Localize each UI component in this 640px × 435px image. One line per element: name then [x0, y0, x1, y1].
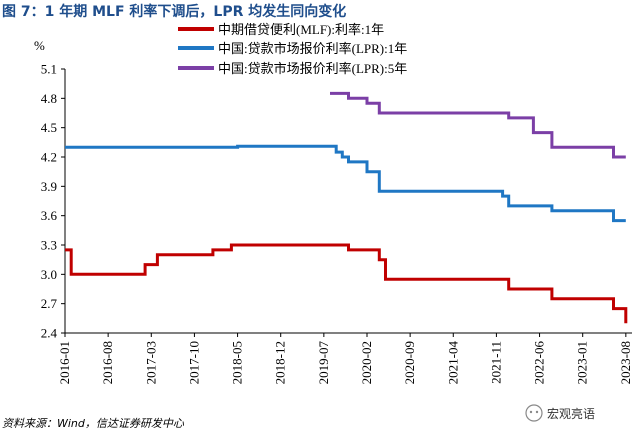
x-tick-label: 2016-08 — [100, 341, 115, 384]
x-tick-label: 2018-05 — [230, 341, 245, 384]
x-tick-label: 2017-03 — [143, 341, 158, 384]
y-tick-label: 3.3 — [41, 238, 57, 253]
y-axis-unit-label: % — [34, 38, 45, 53]
legend-label-mlf-1y: 中期借贷便利(MLF):利率:1年 — [218, 22, 384, 37]
legend: 中期借贷便利(MLF):利率:1年 中国:贷款市场报价利率(LPR):1年 中国… — [178, 22, 407, 76]
series-line-lpr-5y — [330, 91, 626, 159]
y-axis-ticks: 5.1 4.8 4.5 4.2 3.9 3.6 3.3 3.0 2.7 2.4 — [41, 62, 65, 341]
x-tick-label: 2022-06 — [532, 341, 547, 385]
legend-label-lpr-5y: 中国:贷款市场报价利率(LPR):5年 — [218, 61, 407, 76]
series-lines — [65, 91, 628, 324]
x-axis-ticks: 2016-01 2016-08 2017-03 2017-10 2018-05 2018-… — [57, 333, 633, 384]
series-line-mlf-1y — [65, 243, 628, 324]
x-tick-label: 2017-10 — [186, 341, 201, 384]
y-tick-label: 3.9 — [41, 179, 57, 194]
series-line-lpr-1y — [65, 144, 626, 223]
x-tick-label: 2020-09 — [402, 341, 417, 384]
y-tick-label: 3.6 — [41, 208, 58, 223]
x-tick-label: 2016-01 — [57, 341, 72, 384]
axes — [64, 69, 632, 334]
wechat-icon-dot-left — [529, 410, 533, 414]
x-tick-label: 2023-01 — [575, 341, 590, 384]
x-tick-label: 2023-08 — [618, 341, 633, 384]
x-tick-label: 2021-11 — [488, 341, 503, 384]
watermark-text: 宏观亮语 — [547, 406, 595, 421]
wechat-icon — [525, 404, 543, 422]
y-tick-label: 4.2 — [41, 150, 57, 165]
y-tick-label: 4.5 — [41, 120, 57, 135]
legend-label-lpr-1y: 中国:贷款市场报价利率(LPR):1年 — [218, 41, 407, 56]
x-tick-label: 2018-12 — [273, 341, 288, 384]
y-tick-label: 2.4 — [41, 326, 58, 341]
y-tick-label: 3.0 — [41, 267, 57, 282]
y-tick-label: 2.7 — [41, 296, 58, 311]
x-tick-label: 2020-02 — [359, 341, 374, 384]
y-tick-label: 5.1 — [41, 62, 57, 77]
x-tick-label: 2019-07 — [316, 341, 331, 385]
source-note: 资料来源：Wind，信达证券研发中心 — [2, 417, 185, 430]
wechat-icon-dot-right — [535, 410, 539, 414]
y-tick-label: 4.8 — [41, 91, 57, 106]
chart-title: 图 7：1 年期 MLF 利率下调后，LPR 均发生同向变化 — [2, 3, 346, 20]
x-tick-label: 2021-04 — [445, 341, 460, 385]
watermark: 宏观亮语 — [525, 404, 595, 422]
